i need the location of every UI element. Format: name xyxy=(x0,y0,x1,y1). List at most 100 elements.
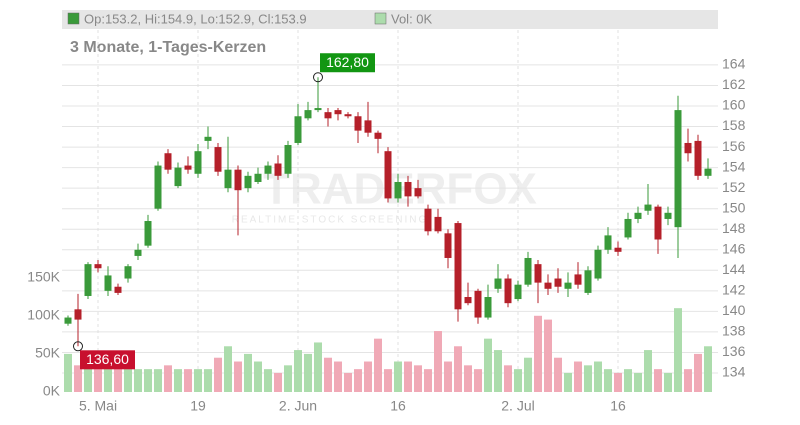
candle-body xyxy=(434,216,442,232)
candle-body xyxy=(104,275,112,291)
candle-body xyxy=(174,167,182,187)
volume-bar xyxy=(184,369,192,392)
candle-body xyxy=(404,181,412,197)
candle-body xyxy=(384,151,392,199)
volume-bar xyxy=(254,361,262,392)
volume-bar xyxy=(264,369,272,392)
y-tick-label: 146 xyxy=(722,240,746,256)
volume-bar xyxy=(324,357,332,392)
volume-bar xyxy=(134,369,142,392)
candle-body xyxy=(224,169,232,189)
candle-body xyxy=(274,163,282,176)
volume-bar xyxy=(524,357,532,392)
candle-body xyxy=(324,112,332,119)
volume-bar xyxy=(124,369,132,392)
subtitle: 3 Monate, 1-Tages-Kerzen xyxy=(70,39,266,56)
x-tick-label: 16 xyxy=(610,398,626,414)
volume-bar xyxy=(484,338,492,392)
y2-tick-label: 100K xyxy=(27,306,60,322)
candle-body xyxy=(184,165,192,170)
candle-body xyxy=(474,290,482,318)
volume-bar xyxy=(64,353,72,392)
y-tick-label: 134 xyxy=(722,364,746,380)
volume-bar xyxy=(594,361,602,392)
volume-bar xyxy=(274,372,282,392)
candle-body xyxy=(144,221,152,246)
legend-bar xyxy=(62,10,718,29)
candle-body xyxy=(244,175,252,189)
candle-body xyxy=(564,282,572,289)
volume-bar xyxy=(454,346,462,392)
candle-body xyxy=(574,274,582,285)
candle-body xyxy=(644,204,652,211)
annotation-label: 162,80 xyxy=(326,54,369,70)
volume-bar xyxy=(654,369,662,392)
candle-body xyxy=(534,264,542,283)
y2-tick-label: 0K xyxy=(43,383,61,399)
annotation-box xyxy=(320,53,375,73)
candle-body xyxy=(94,264,102,269)
candle-body xyxy=(624,218,632,238)
volume-bar xyxy=(684,369,692,392)
y-tick-label: 150 xyxy=(722,199,746,215)
candle-body xyxy=(454,223,462,310)
volume-bar xyxy=(164,365,172,392)
volume-bar xyxy=(74,365,82,392)
volume-bar xyxy=(624,369,632,392)
volume-bar xyxy=(384,369,392,392)
y-tick-label: 140 xyxy=(722,302,746,318)
candle-body xyxy=(504,278,512,304)
volume-bar xyxy=(374,338,382,392)
candle-body xyxy=(614,247,622,252)
candle-body xyxy=(484,297,492,318)
volume-bar xyxy=(544,319,552,392)
x-tick-label: 2. Jun xyxy=(279,398,317,414)
volume-bar xyxy=(214,357,222,392)
volume-bar xyxy=(234,361,242,392)
y-tick-label: 144 xyxy=(722,261,746,277)
watermark-sub: REALTIME STOCK SCREENING xyxy=(232,215,429,226)
y-tick-label: 160 xyxy=(722,97,746,113)
y-tick-label: 156 xyxy=(722,138,746,154)
volume-bar xyxy=(114,365,122,392)
volume-bar xyxy=(534,315,542,392)
y-tick-label: 136 xyxy=(722,343,746,359)
volume-bar xyxy=(414,365,422,392)
volume-bar xyxy=(174,369,182,392)
candle-body xyxy=(444,233,452,258)
candle-body xyxy=(114,286,122,293)
candle-body xyxy=(494,278,502,289)
candle-body xyxy=(604,235,612,250)
legend-swatch xyxy=(67,12,80,25)
candle-body xyxy=(544,282,552,289)
candle-body xyxy=(364,120,372,133)
volume-bar xyxy=(554,357,562,392)
volume-bar xyxy=(704,346,712,392)
candle-body xyxy=(654,206,662,240)
x-tick-label: 16 xyxy=(390,398,406,414)
y2-tick-label: 50K xyxy=(35,345,61,361)
candle-body xyxy=(124,266,132,279)
candle-body xyxy=(74,309,82,320)
y-tick-label: 148 xyxy=(722,220,746,236)
candle-body xyxy=(204,136,212,141)
volume-bar xyxy=(194,369,202,392)
candle-body xyxy=(214,147,222,172)
volume-bar xyxy=(314,342,322,392)
volume-bar xyxy=(94,369,102,392)
candle-body xyxy=(354,116,362,131)
candle-body xyxy=(134,249,142,256)
volume-bar xyxy=(674,308,682,392)
volume-bar xyxy=(564,372,572,392)
volume-bar xyxy=(204,369,212,392)
candle-body xyxy=(314,108,322,111)
y-tick-label: 152 xyxy=(722,179,746,195)
y-tick-label: 154 xyxy=(722,158,746,174)
volume-bar xyxy=(354,369,362,392)
volume-bar xyxy=(634,372,642,392)
candle-body xyxy=(164,153,172,170)
legend-swatch xyxy=(374,12,387,25)
volume-bar xyxy=(434,331,442,392)
volume-bar xyxy=(364,361,372,392)
x-tick-label: 5. Mai xyxy=(79,398,117,414)
